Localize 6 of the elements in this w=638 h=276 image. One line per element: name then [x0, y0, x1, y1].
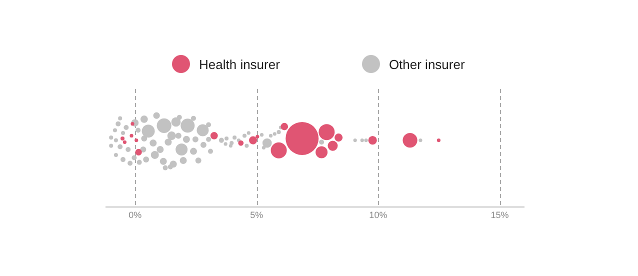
legend-label: Other insurer	[388, 56, 465, 72]
x-tick-label: 5%	[250, 210, 264, 220]
x-tick-label: 0%	[128, 210, 142, 220]
legend-label: Health insurer	[199, 56, 280, 72]
x-tick-label: 15%	[490, 210, 509, 220]
x-tick-label: 10%	[369, 210, 388, 220]
